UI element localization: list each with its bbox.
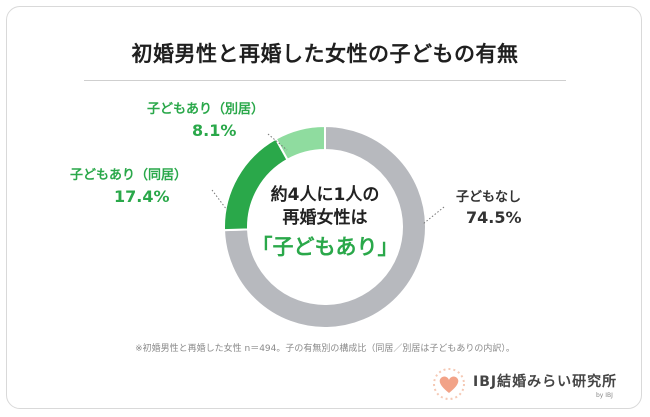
logo-sub: by IBJ xyxy=(596,392,613,399)
donut-center-text: 約4人に1人の 再婚女性は 「子どもあり」 xyxy=(250,184,400,262)
leader-line-none xyxy=(422,206,445,225)
title-divider xyxy=(84,80,566,81)
slice-value-together: 17.4% xyxy=(114,187,170,206)
footnote: ※初婚男性と再婚した女性 n＝494。子の有無別の構成比（同居／別居は子どもあり… xyxy=(135,344,515,354)
center-line-2: 再婚女性は xyxy=(282,208,368,228)
slice-value-none: 74.5% xyxy=(466,208,522,227)
logo-mark xyxy=(433,368,465,400)
slice-value-separate: 8.1% xyxy=(192,121,237,140)
center-line-1: 約4人に1人の xyxy=(270,185,380,205)
heart-icon xyxy=(433,368,465,400)
slice-label-together: 子どもあり（同居） xyxy=(70,168,188,183)
slice-label-separate: 子どもあり（別居） xyxy=(147,102,265,117)
logo-text: IBJ結婚みらい研究所 xyxy=(473,374,618,390)
leader-line-separate xyxy=(267,133,288,151)
center-highlight: 「子どもあり」 xyxy=(251,235,399,259)
slice-none xyxy=(223,124,427,329)
chart-card xyxy=(6,6,642,409)
slice-label-none: 子どもなし xyxy=(456,190,522,205)
slice-separate xyxy=(274,124,326,162)
chart-title: 初婚男性と再婚した女性の子どもの有無 xyxy=(131,42,519,66)
leader-line-together xyxy=(211,189,228,211)
